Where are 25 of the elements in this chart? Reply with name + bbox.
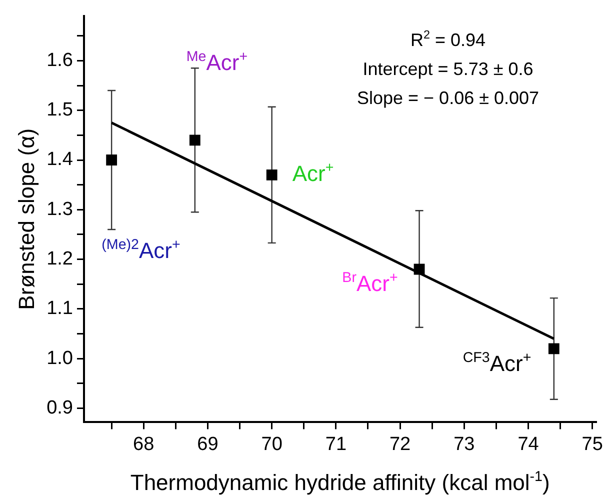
point bbox=[414, 264, 425, 275]
y-axis-title: Brønsted slope (α) bbox=[14, 128, 39, 310]
annotation: Slope = − 0.06 ± 0.007 bbox=[356, 88, 540, 108]
x-tick-label: 68 bbox=[133, 434, 154, 455]
y-tick-label: 1.6 bbox=[46, 50, 73, 71]
y-tick-label: 1.3 bbox=[46, 198, 73, 220]
annotation: Acr+ bbox=[292, 160, 334, 186]
x-tick-label: 73 bbox=[454, 434, 475, 455]
x-tick-label: 75 bbox=[582, 434, 603, 455]
x-tick-label: 70 bbox=[261, 434, 282, 455]
point bbox=[548, 343, 560, 354]
point bbox=[189, 134, 200, 146]
y-tick-label: 1.0 bbox=[46, 348, 73, 369]
y-tick-label: 1.2 bbox=[46, 248, 73, 270]
point bbox=[106, 154, 118, 166]
y-tick-label: 1.1 bbox=[46, 298, 73, 320]
x-tick-label: 74 bbox=[518, 434, 540, 455]
x-tick-label: 71 bbox=[325, 434, 347, 455]
x-tick-label: 69 bbox=[197, 434, 218, 455]
x-tick-label: 72 bbox=[389, 434, 411, 455]
annotation: Intercept = 5.73 ± 0.6 bbox=[362, 59, 534, 79]
y-tick-label: 0.9 bbox=[46, 398, 73, 419]
point bbox=[266, 169, 278, 180]
y-tick-label: 1.5 bbox=[46, 100, 73, 121]
y-tick-label: 1.4 bbox=[46, 149, 74, 170]
